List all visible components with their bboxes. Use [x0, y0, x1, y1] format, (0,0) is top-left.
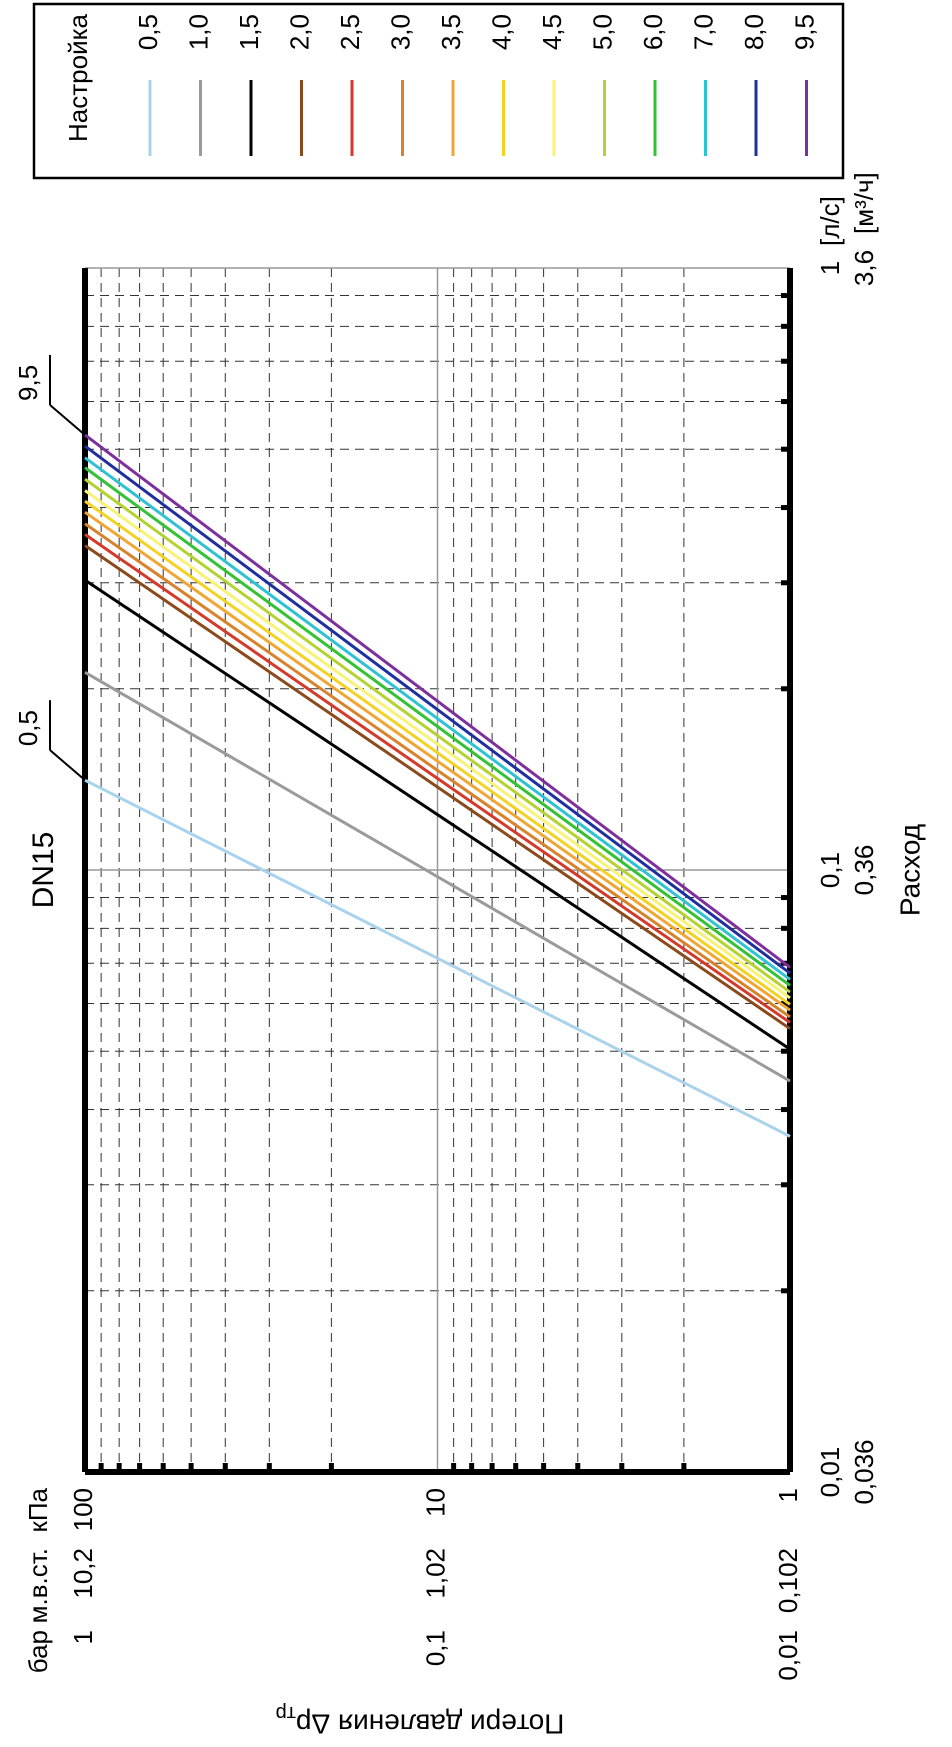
legend-label: 8,0 [739, 14, 769, 50]
legend-label: 7,0 [688, 14, 718, 50]
legend-label: 1,0 [183, 14, 213, 50]
y-tick-label: 0,1 [420, 1630, 450, 1666]
series-line [84, 544, 791, 1030]
series-line [84, 477, 791, 994]
legend-label: 9,5 [789, 14, 819, 50]
series-label: 9,5 [13, 365, 43, 401]
series-line [84, 671, 791, 1083]
y-unit-label: кПа [23, 1487, 53, 1532]
series-line [84, 433, 791, 969]
y-tick-label: 0,102 [773, 1548, 803, 1613]
series-line [84, 578, 791, 1051]
series-line [84, 522, 791, 1019]
legend-label: 0,5 [133, 14, 163, 50]
y-tick-label: 100 [68, 1488, 98, 1531]
y-axis-title-sub: тр [276, 1702, 296, 1724]
legend-title: Настройка [63, 13, 93, 142]
series-line [84, 778, 791, 1138]
x2-tick-label: 3,6 [849, 250, 879, 286]
legend-label: 5,0 [587, 14, 617, 50]
series-line [84, 510, 791, 1012]
y-tick-label: 10 [420, 1488, 450, 1517]
y-axis-title: Потери давления Δpтр [276, 1702, 565, 1740]
x-axis-title: Расход [894, 824, 925, 916]
legend-label: 2,0 [284, 14, 314, 50]
y-tick-label: 0,01 [773, 1630, 803, 1681]
legend-label: 3,0 [385, 14, 415, 50]
x-tick-label: 0,1 [815, 852, 845, 888]
y-tick-label: 10,2 [68, 1548, 98, 1599]
series-line [84, 489, 791, 1000]
y-tick-label: 1,02 [420, 1548, 450, 1599]
series-line [84, 466, 791, 987]
legend-box [32, 2, 845, 180]
y-tick-label: 1 [68, 1630, 98, 1644]
legend-label: 3,5 [436, 14, 466, 50]
series-label: 0,5 [13, 710, 43, 746]
x-tick-label: 1 [815, 261, 845, 275]
leader-line [49, 404, 86, 436]
x2-tick-label: 0,036 [849, 1439, 879, 1504]
y-tick-label: 1 [773, 1488, 803, 1502]
series-line [84, 444, 791, 975]
series-line [84, 533, 791, 1024]
x-tick-label: 0,01 [815, 1447, 845, 1498]
legend-label: 4,5 [537, 14, 567, 50]
series-line [84, 499, 791, 1006]
legend-label: 2,5 [335, 14, 365, 50]
x2-tick-label: 0,36 [849, 845, 879, 896]
x2-unit-label: [м³/ч] [849, 172, 879, 234]
legend-label: 1,5 [234, 14, 264, 50]
leader-line [49, 749, 86, 781]
legend-label: 4,0 [486, 14, 516, 50]
legend-label: 6,0 [638, 14, 668, 50]
y-unit-label: м.в.ст. [23, 1548, 53, 1623]
y-unit-label: бар [23, 1630, 53, 1673]
series-line [84, 456, 791, 981]
subtitle: DN15 [27, 832, 60, 909]
x-unit-label: [л/с] [815, 196, 845, 246]
